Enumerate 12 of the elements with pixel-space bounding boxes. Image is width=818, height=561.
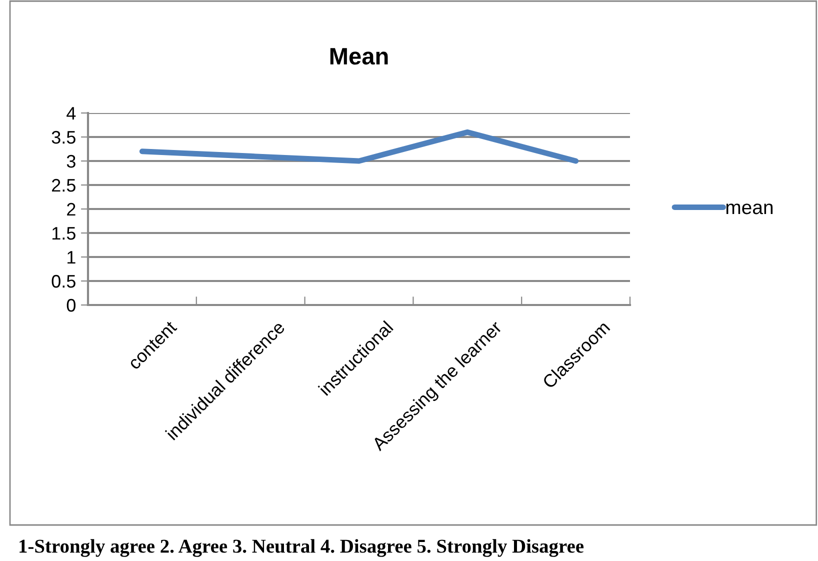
y-tick-label: 1.5: [52, 227, 76, 240]
y-tick-label: 3: [66, 154, 76, 168]
text: 1-Strongly agree 2. Agree 3. Neutral 4. Disagree 5. Strongly Disagree: [20, 539, 584, 557]
y-tick-label: 1: [68, 251, 76, 264]
y-tick-label: 0: [66, 298, 76, 312]
y-tick-label: 2: [67, 202, 76, 216]
legend-label: mean: [726, 204, 773, 214]
y-tick-label: 2.5: [52, 178, 76, 192]
y-tick-label: 4: [66, 107, 76, 120]
y-tick-label: 3.5: [52, 130, 76, 144]
chart-title: Mean: [330, 48, 388, 65]
y-tick-label: 0.5: [52, 274, 76, 288]
